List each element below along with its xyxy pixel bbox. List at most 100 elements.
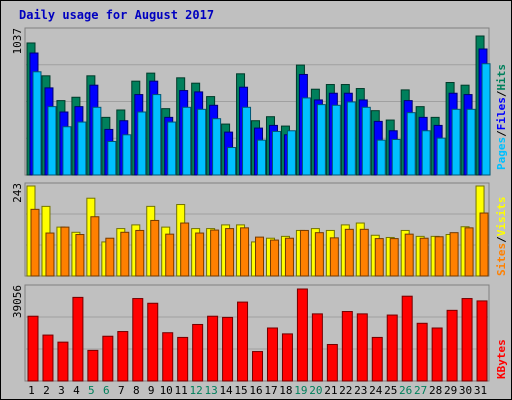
kbytes-bar xyxy=(222,316,234,382)
kbytes-bar xyxy=(162,332,174,382)
legend-sites-visits: Sites/Visits xyxy=(495,197,508,277)
sites-bar xyxy=(299,229,309,277)
pages-bar xyxy=(391,138,401,176)
kbytes-bar xyxy=(27,315,39,382)
sites-bar xyxy=(60,226,70,277)
day-label: 8 xyxy=(133,384,140,397)
day-label: 6 xyxy=(103,384,110,397)
pages-bar xyxy=(361,106,371,176)
sites-bar xyxy=(90,216,100,277)
pages-bar xyxy=(212,118,222,176)
sites-bar xyxy=(150,219,160,277)
day-label: 22 xyxy=(339,384,352,397)
day-label: 19 xyxy=(294,384,307,397)
pages-bar xyxy=(242,106,252,176)
pages-bar xyxy=(421,130,431,176)
pages-bar xyxy=(316,104,326,176)
day-label: 16 xyxy=(249,384,262,397)
sites-bar xyxy=(120,231,130,277)
day-axis-labels: 1 2 3 4 5 6 7 8 9 10 11 12 13 14 15 16 17 18 19 20 21 22 23 24 2… xyxy=(28,384,487,397)
sites-bar xyxy=(165,233,175,277)
kbytes-bar xyxy=(296,288,308,382)
kbytes-bar xyxy=(147,302,159,382)
legend-separator: / xyxy=(495,90,508,97)
legend-files: Files xyxy=(495,97,508,130)
pages-bar xyxy=(376,139,386,176)
kbytes-bar xyxy=(72,296,84,382)
day-label: 7 xyxy=(118,384,125,397)
sites-bar xyxy=(180,222,190,277)
legend-pages: Pages xyxy=(495,137,508,170)
pages-bar xyxy=(451,108,461,176)
pages-bar xyxy=(481,63,491,176)
visits-ymax-label: 243 xyxy=(11,183,24,203)
day-label: 9 xyxy=(148,384,155,397)
day-label: 5 xyxy=(88,384,95,397)
kbytes-bar xyxy=(207,315,219,382)
sites-bar xyxy=(404,233,414,277)
pages-bar xyxy=(137,111,147,176)
day-label: 12 xyxy=(190,384,203,397)
sites-bar xyxy=(240,227,250,277)
day-label: 20 xyxy=(309,384,322,397)
visits-sites-bars xyxy=(26,185,489,277)
sites-bar xyxy=(329,237,339,277)
sites-bar xyxy=(344,228,354,277)
day-label: 29 xyxy=(444,384,457,397)
legend-pages-files-hits: Pages/Files/Hits xyxy=(495,64,508,170)
pages-bar xyxy=(62,126,72,176)
legend-separator: / xyxy=(495,236,508,243)
pages-bar xyxy=(167,121,177,176)
sites-bar xyxy=(225,228,235,277)
sites-bar xyxy=(359,228,369,277)
sites-bar xyxy=(135,229,145,277)
legend-text: Pages/Files/Hits xyxy=(495,64,508,170)
pages-bar xyxy=(47,106,57,176)
kbytes-bar xyxy=(252,351,264,382)
kbytes-bar xyxy=(401,295,413,382)
kbytes-ymax-label: 39056 xyxy=(11,285,24,318)
day-label: 23 xyxy=(354,384,367,397)
sites-bar xyxy=(479,212,489,277)
day-label: 24 xyxy=(369,384,383,397)
kbytes-bar xyxy=(326,343,338,382)
pages-bar xyxy=(406,112,416,176)
sites-bar xyxy=(389,238,399,277)
legend-text: Sites/Visits xyxy=(495,197,508,277)
day-label: 30 xyxy=(459,384,472,397)
kbytes-bar xyxy=(237,301,249,382)
hits-files-pages-bars xyxy=(26,35,491,176)
day-label: 10 xyxy=(160,384,173,397)
pages-bar xyxy=(77,121,87,176)
pages-bar xyxy=(301,97,311,176)
day-label: 17 xyxy=(264,384,277,397)
pages-bar xyxy=(466,108,476,176)
day-label: 11 xyxy=(175,384,188,397)
sites-bar xyxy=(30,208,40,277)
kbytes-bar xyxy=(266,327,278,382)
kbytes-bar xyxy=(461,298,473,382)
day-label: 28 xyxy=(429,384,442,397)
kbytes-bar xyxy=(177,336,189,382)
day-label: 26 xyxy=(399,384,412,397)
kbytes-bars xyxy=(27,288,488,382)
sites-bar xyxy=(45,232,55,277)
sites-bar xyxy=(374,238,384,277)
pages-bar xyxy=(436,137,446,176)
kbytes-bar xyxy=(132,298,144,382)
sites-bar xyxy=(269,239,279,277)
pages-bar xyxy=(227,147,237,176)
sites-bar xyxy=(105,237,115,277)
sites-bar xyxy=(210,229,220,277)
sites-bar xyxy=(464,227,474,277)
day-label: 13 xyxy=(204,384,217,397)
kbytes-bar xyxy=(476,300,488,382)
kbytes-bar xyxy=(117,331,129,382)
day-label: 25 xyxy=(384,384,397,397)
pages-bar xyxy=(197,108,207,176)
day-label: 15 xyxy=(234,384,247,397)
kbytes-bar xyxy=(311,313,323,382)
kbytes-bar xyxy=(431,327,443,382)
legend-hits: Hits xyxy=(495,64,508,91)
